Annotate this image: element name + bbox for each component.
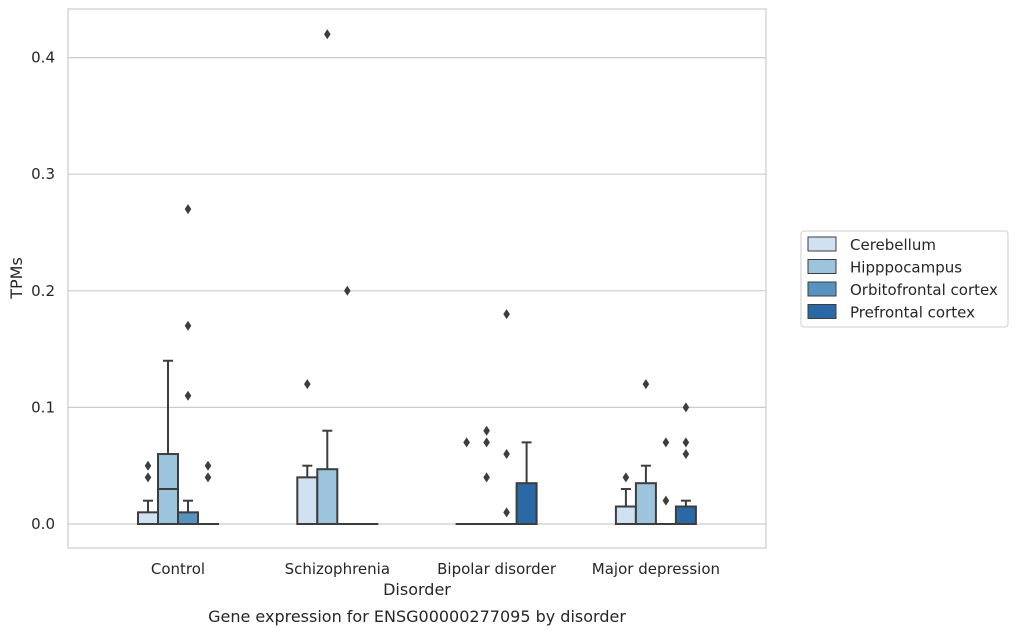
box-2-0 (455, 437, 478, 526)
outlier-point (304, 379, 311, 390)
box-body (316, 468, 339, 525)
box-body (634, 482, 657, 526)
legend-swatch (807, 281, 837, 297)
outlier-point (483, 437, 490, 448)
x-tick-label: Schizophrenia (285, 560, 390, 578)
box-3-0 (614, 472, 637, 526)
box-0-2 (177, 204, 199, 526)
legend-swatch (807, 236, 837, 252)
box-body (614, 505, 637, 526)
box-1-2 (336, 285, 359, 526)
box-0-1 (157, 359, 179, 526)
box-2-3 (515, 441, 538, 526)
outlier-point (483, 425, 490, 436)
box-3-2 (654, 437, 677, 526)
outlier-point (184, 204, 192, 215)
boxes-layer (137, 29, 697, 526)
outlier-point (622, 472, 630, 483)
legend-swatch (807, 304, 837, 319)
box-3-3 (674, 402, 697, 526)
legend-label: Hipppocampus (850, 259, 962, 277)
box-body (296, 476, 319, 525)
outlier-point (204, 472, 212, 483)
x-tick-label: Control (151, 560, 205, 578)
outlier-point (483, 472, 490, 483)
outlier-point (204, 460, 212, 471)
x-tick-label: Major depression (592, 560, 720, 578)
legend-swatch (807, 259, 837, 274)
legend-label: Cerebellum (850, 236, 936, 254)
outlier-point (682, 402, 690, 413)
outlier-point (344, 285, 351, 296)
outlier-point (503, 507, 510, 518)
box-body (177, 511, 199, 526)
plot-frame (67, 8, 767, 549)
y-tick-label: 0.4 (31, 49, 55, 67)
legend: Cerebellum Hipppocampus Orbitofrontal cort… (800, 230, 1009, 328)
legend-frame (800, 230, 1009, 328)
box-body (674, 505, 697, 526)
y-axis-ticks: 0.0 0.1 0.2 0.3 0.4 (31, 49, 55, 533)
box-2-2 (495, 309, 518, 526)
outlier-point (184, 320, 192, 331)
y-tick-label: 0.2 (31, 282, 55, 300)
chart-caption: Gene expression for ENSG00000277095 by d… (208, 607, 626, 626)
outlier-point (662, 437, 670, 448)
outlier-point (463, 437, 470, 448)
outlier-point (503, 309, 510, 320)
box-body (137, 511, 159, 526)
legend-label: Prefrontal cortex (850, 304, 975, 322)
box-3-1 (634, 379, 657, 526)
outlier-point (642, 379, 650, 390)
box-1-1 (316, 29, 339, 525)
outlier-point (503, 449, 510, 460)
x-axis-label: Disorder (383, 580, 451, 599)
outlier-point (144, 460, 152, 471)
outlier-point (144, 472, 152, 483)
outlier-point (682, 449, 690, 460)
y-tick-label: 0.3 (31, 165, 55, 183)
y-tick-label: 0.1 (31, 398, 55, 416)
outlier-point (662, 495, 670, 506)
x-tick-label: Bipolar disorder (437, 560, 557, 578)
box-0-3 (197, 460, 219, 526)
outlier-point (324, 29, 331, 40)
outlier-point (682, 437, 690, 448)
y-axis-label: TPMs (7, 257, 26, 300)
box-1-0 (296, 379, 319, 525)
box-body (515, 482, 538, 526)
y-tick-label: 0.0 (31, 515, 55, 533)
legend-label: Orbitofrontal cortex (850, 281, 998, 299)
box-0-0 (137, 460, 159, 526)
x-axis-ticks: Control Schizophrenia Bipolar disorder Majo… (151, 560, 720, 578)
outlier-point (184, 390, 192, 401)
box-2-1 (475, 425, 498, 526)
